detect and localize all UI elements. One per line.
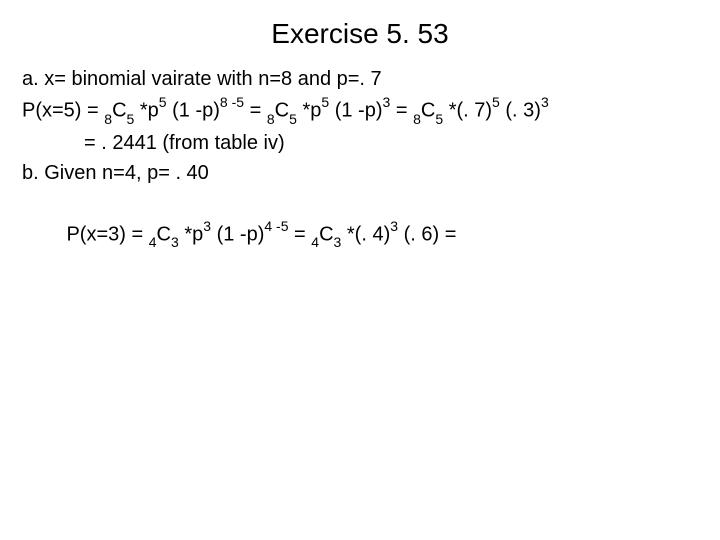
txt: C — [112, 100, 126, 122]
line-a-formula: P(x=5) = 8C5 *p5 (1 -p)8 -5 = 8C5 *p5 (1… — [22, 94, 698, 128]
sup: 4 -5 — [264, 218, 288, 234]
txt: (1 -p) — [211, 223, 264, 245]
sub: 4 — [149, 234, 157, 250]
txt: (1 -p) — [329, 100, 382, 122]
txt: *p — [297, 100, 321, 122]
sub: 8 — [267, 111, 275, 127]
content-block: a. x= binomial vairate with n=8 and p=. … — [22, 64, 698, 281]
txt: C — [421, 100, 435, 122]
sup: 3 — [390, 218, 398, 234]
sub: 8 — [104, 111, 112, 127]
sub: 5 — [289, 111, 297, 127]
txt: *(. 4) — [341, 223, 390, 245]
sup: 8 -5 — [220, 94, 244, 110]
txt: P(x=3) = — [44, 223, 148, 245]
sub: 3 — [171, 234, 179, 250]
txt: *p — [134, 100, 158, 122]
sub: 5 — [435, 111, 443, 127]
sub: 5 — [127, 111, 135, 127]
line-a-intro: a. x= binomial vairate with n=8 and p=. … — [22, 64, 698, 94]
sub: 4 — [311, 234, 319, 250]
sup: 5 — [321, 94, 329, 110]
txt: = — [390, 100, 413, 122]
page-title: Exercise 5. 53 — [22, 18, 698, 50]
line-a-result: = . 2441 (from table iv) — [22, 128, 698, 158]
txt: *(. 7) — [443, 100, 492, 122]
txt: (1 -p) — [167, 100, 220, 122]
sup: 5 — [492, 94, 500, 110]
sub: 3 — [334, 234, 342, 250]
txt: = — [244, 100, 267, 122]
sub: 8 — [413, 111, 421, 127]
txt: C — [157, 223, 171, 245]
txt: *p — [179, 223, 203, 245]
txt: = — [289, 223, 312, 245]
line-b-formula: P(x=3) = 4C3 *p3 (1 -p)4 -5 = 4C3 *(. 4)… — [22, 188, 698, 282]
txt: C — [275, 100, 289, 122]
txt: (. 3) — [500, 100, 541, 122]
sup: 5 — [159, 94, 167, 110]
sup: 3 — [541, 94, 549, 110]
sup: 3 — [383, 94, 391, 110]
txt: C — [319, 223, 333, 245]
txt: P(x=5) = — [22, 100, 104, 122]
txt: (. 6) = — [398, 223, 456, 245]
line-b-intro: b. Given n=4, p= . 40 — [22, 158, 698, 188]
sup: 3 — [203, 218, 211, 234]
